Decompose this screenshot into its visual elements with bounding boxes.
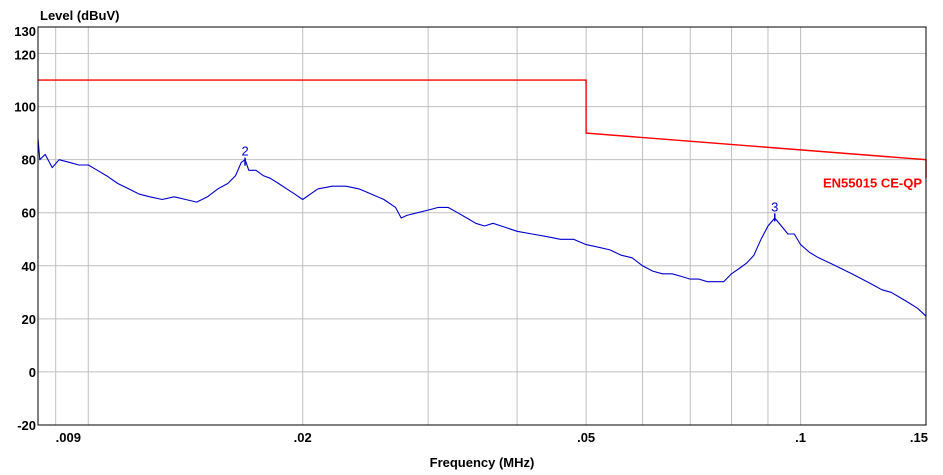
marker-label: 3 [771, 199, 778, 214]
y-tick-label: 100 [14, 100, 36, 115]
x-tick-label: .02 [294, 430, 312, 445]
x-tick-label: .009 [56, 430, 81, 445]
y-axis-ticks: -20 0 20 40 60 80 100 120 130 [14, 24, 36, 433]
y-axis-title: Level (dBuV) [40, 8, 119, 23]
marker-label: 2 [241, 144, 248, 159]
y-tick-label: 40 [22, 259, 36, 274]
plot-background [38, 27, 926, 425]
x-tick-label: .05 [577, 430, 595, 445]
emission-trace [37, 138, 927, 317]
y-tick-label: -20 [17, 418, 36, 433]
trace-polyline [37, 138, 927, 317]
x-tick-label: .15 [910, 430, 928, 445]
limit-line-label: EN55015 CE-QP [823, 176, 922, 191]
x-tick-label: .1 [795, 430, 806, 445]
y-tick-label: 20 [22, 312, 36, 327]
x-axis-ticks: .009 .02 .05 .1 .15 [56, 430, 928, 445]
x-axis-title: Frequency (MHz) [430, 455, 535, 470]
y-tick-label: 0 [29, 365, 36, 380]
y-tick-label: 80 [22, 153, 36, 168]
peak-markers: 23 [241, 144, 778, 222]
y-tick-label: 130 [14, 24, 36, 39]
plot-border [37, 26, 927, 426]
y-tick-label: 120 [14, 48, 36, 63]
y-tick-label: 60 [22, 206, 36, 221]
